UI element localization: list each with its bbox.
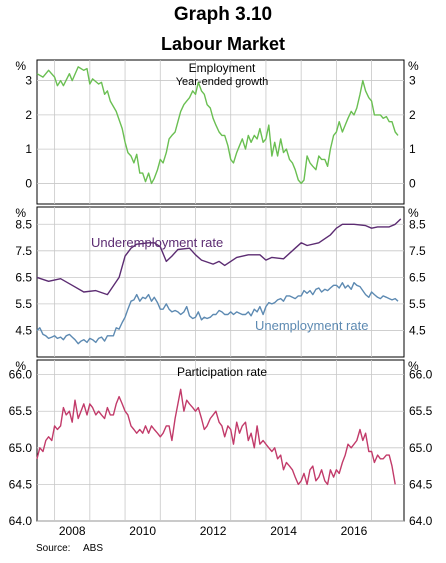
source-value: ABS — [83, 543, 103, 554]
y-tick-label-left: 64.5 — [9, 477, 33, 491]
unit-label-left: % — [15, 59, 26, 73]
employment-panel-title: Employment — [189, 61, 256, 75]
panel-frames — [36, 59, 405, 522]
y-tick-label-left: 2 — [25, 108, 32, 122]
participation-panel-title: Participation rate — [177, 365, 267, 379]
x-tick-label: 2010 — [129, 524, 156, 538]
unit-label-right: % — [408, 206, 419, 220]
gridlines — [37, 60, 404, 522]
series-line-0-0 — [36, 66, 399, 185]
employment-panel-subtitle: Year-ended growth — [176, 76, 269, 88]
y-tick-label-right: 64.0 — [409, 514, 433, 528]
y-tick-label-left: 0 — [25, 176, 32, 190]
y-tick-label-left: 1 — [25, 142, 32, 156]
panel-frame — [36, 206, 405, 358]
y-tick-label-left: 64.0 — [9, 514, 33, 528]
y-tick-label-left: 4.5 — [15, 323, 32, 337]
y-tick-label-right: 65.0 — [409, 441, 433, 455]
y-tick-label-right: 4.5 — [409, 323, 426, 337]
y-tick-label-left: 66.0 — [9, 368, 33, 382]
graph-title: Graph 3.10 — [173, 4, 273, 25]
x-tick-label: 2008 — [59, 524, 86, 538]
x-tick-label: 2014 — [270, 524, 297, 538]
unit-label-left: % — [15, 359, 26, 373]
y-tick-label-right: 3 — [409, 74, 416, 88]
y-tick-label-left: 7.5 — [15, 244, 32, 258]
y-tick-label-left: 5.5 — [15, 297, 32, 311]
y-tick-label-right: 7.5 — [409, 244, 426, 258]
y-tick-label-right: 2 — [409, 108, 416, 122]
unit-label-right: % — [408, 59, 419, 73]
y-tick-label-right: 5.5 — [409, 297, 426, 311]
underemployment-series-label: Underemployment rate — [91, 235, 223, 250]
series-lines — [36, 66, 402, 486]
unit-label-left: % — [15, 206, 26, 220]
y-tick-label-left: 3 — [25, 74, 32, 88]
y-tick-label-left: 65.0 — [9, 441, 33, 455]
series-line-1-1 — [36, 282, 399, 345]
y-tick-label-right: 0 — [409, 176, 416, 190]
source-label: Source: — [36, 543, 70, 554]
y-tick-label-right: 64.5 — [409, 477, 433, 491]
unemployment-series-label: Unemployment rate — [255, 318, 368, 333]
y-tick-label-right: 8.5 — [409, 217, 426, 231]
y-tick-label-right: 65.5 — [409, 404, 433, 418]
y-tick-label-right: 66.0 — [409, 368, 433, 382]
y-tick-label-left: 65.5 — [9, 404, 33, 418]
y-tick-label-left: 6.5 — [15, 270, 32, 284]
y-tick-label-right: 6.5 — [409, 270, 426, 284]
unit-label-right: % — [408, 359, 419, 373]
series-line-2-0 — [36, 388, 396, 486]
tick-labels: 0 0 1 1 2 2 3 3% % 4.5 4.5 5.5 5.5 6.5 6.5 7.5 7.5 8.5 8.5… — [9, 59, 433, 538]
y-tick-label-left: 8.5 — [15, 217, 32, 231]
graph-subtitle: Labour Market — [160, 34, 286, 54]
panel-frame — [36, 59, 405, 205]
x-tick-label: 2016 — [341, 524, 368, 538]
x-tick-label: 2012 — [200, 524, 227, 538]
series-line-1-0 — [36, 218, 402, 296]
y-tick-label-right: 1 — [409, 142, 416, 156]
panel-frame — [36, 359, 405, 522]
